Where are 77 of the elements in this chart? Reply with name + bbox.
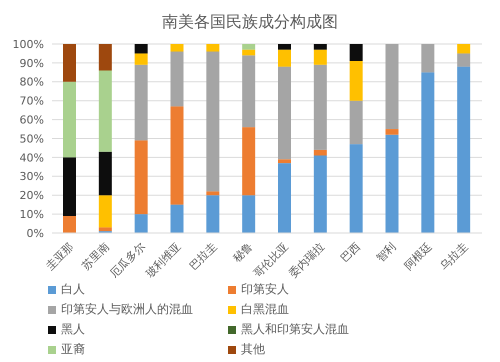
y-tick-label: 20% <box>20 189 44 202</box>
x-tick-label: 智利 <box>374 240 399 265</box>
bar <box>98 152 112 196</box>
bar <box>314 44 327 50</box>
y-tick-label: 80% <box>20 76 44 89</box>
bar <box>278 44 291 50</box>
legend-label: 印第安人 <box>241 281 289 298</box>
bar <box>350 100 363 144</box>
y-tick-label: 100% <box>12 38 44 51</box>
bar <box>206 195 220 233</box>
y-tick-label: 60% <box>20 114 44 127</box>
y-tick-label: 10% <box>20 208 44 222</box>
bar <box>457 44 470 54</box>
bar <box>421 72 434 233</box>
y-tick-label: 0% <box>26 226 44 240</box>
bar <box>206 44 220 52</box>
bar <box>278 163 291 233</box>
y-tick-label: 30% <box>20 170 44 184</box>
bar <box>242 44 256 50</box>
legend-label: 印第安人与欧洲人的混血 <box>61 301 193 318</box>
y-tick-label: 70% <box>20 94 44 108</box>
legend-label: 黑人 <box>61 321 85 338</box>
x-tick-label: 秘鲁 <box>230 240 256 265</box>
bar <box>170 44 184 52</box>
x-tick-label: 乌拉圭 <box>438 240 470 272</box>
bar <box>206 191 220 196</box>
bar <box>457 66 470 233</box>
bar <box>63 82 76 158</box>
bar <box>170 106 184 205</box>
legend-label: 白黑混血 <box>241 301 289 318</box>
bar <box>134 53 148 65</box>
bar <box>242 55 256 128</box>
bar <box>242 50 256 56</box>
bar <box>134 44 148 54</box>
bar <box>63 216 76 233</box>
bar <box>421 44 434 72</box>
bar <box>314 156 327 233</box>
bar <box>134 64 148 140</box>
chart-title: 南美各国民族成分构成图 <box>161 11 339 33</box>
x-tick-label: 巴西 <box>338 240 363 265</box>
bar <box>278 159 291 164</box>
bar <box>386 44 398 130</box>
legend-label: 黑人和印第安人混血 <box>241 321 349 338</box>
x-tick-label: 圭亚那 <box>44 240 76 272</box>
bar <box>170 204 184 233</box>
bar <box>170 52 184 106</box>
bar <box>386 129 398 135</box>
bar <box>278 50 291 67</box>
bar <box>98 195 112 228</box>
bar <box>134 140 148 214</box>
bar <box>242 195 256 233</box>
bar <box>63 157 76 216</box>
bar <box>98 227 112 232</box>
x-tick-label: 阿根廷 <box>402 240 434 272</box>
bar <box>350 44 363 62</box>
x-tick-label: 玻利维亚 <box>143 240 184 280</box>
legend-label: 白人 <box>61 281 85 298</box>
bar <box>63 44 76 82</box>
bar <box>314 64 327 150</box>
y-tick-label: 50% <box>20 132 44 146</box>
bar <box>278 66 291 160</box>
bar <box>314 50 327 65</box>
bar <box>134 214 148 233</box>
bar <box>242 127 256 196</box>
y-tick-label: 90% <box>20 56 44 70</box>
legend-label: 其他 <box>241 341 265 358</box>
bar <box>350 144 363 233</box>
bar <box>350 61 363 101</box>
bar <box>457 53 470 67</box>
bar <box>98 70 112 152</box>
bar <box>98 44 112 70</box>
bar <box>206 52 220 192</box>
bar <box>386 134 398 233</box>
x-tick-label: 巴拉圭 <box>186 240 220 272</box>
y-tick-label: 40% <box>20 151 44 164</box>
legend-label: 亚裔 <box>61 341 85 358</box>
bar <box>314 150 327 156</box>
